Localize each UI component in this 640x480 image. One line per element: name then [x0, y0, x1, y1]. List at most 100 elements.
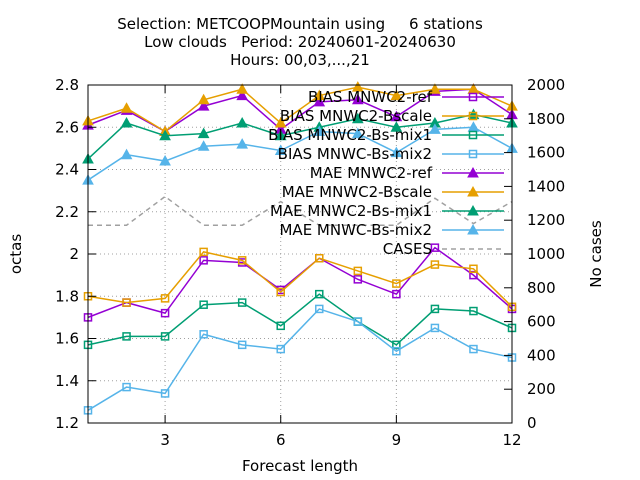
legend-label: CASES: [383, 240, 432, 258]
title-line-2: Low clouds Period: 20240601-20240630: [144, 33, 456, 51]
data-point: [315, 253, 324, 263]
data-point: [390, 146, 403, 158]
x-tick-label: 3: [160, 431, 170, 449]
series-line: [87, 293, 513, 346]
y2-tick-label: 1800: [527, 110, 565, 128]
data-point: [237, 256, 247, 265]
y-tick-label: 2: [69, 245, 79, 263]
series-line: [87, 86, 513, 133]
legend-entry: MAE MNWC2-Bs-mix1: [270, 202, 504, 220]
y2-tick-label: 1200: [527, 211, 565, 229]
legend-marker: [467, 185, 479, 197]
y-tick-label: 1.8: [55, 287, 79, 305]
data-point: [274, 144, 287, 155]
legend-label: MAE MNWC2-ref: [310, 164, 433, 182]
data-point: [122, 332, 131, 341]
data-point: [313, 89, 326, 101]
data-point: [236, 83, 249, 94]
y-tick-label: 1.2: [55, 414, 79, 432]
data-point: [159, 129, 171, 141]
data-point: [313, 125, 326, 136]
x-axis-label: Forecast length: [242, 457, 358, 475]
data-point: [122, 298, 131, 307]
data-point: [353, 275, 363, 284]
data-point: [430, 304, 440, 314]
data-point: [236, 89, 249, 101]
data-point: [353, 317, 363, 326]
series-line: [87, 308, 513, 411]
series-line: [87, 113, 513, 160]
y-tick-label: 1.6: [55, 330, 79, 348]
data-point: [237, 340, 247, 350]
legend-entry: MAE MNWC2-Bscale: [282, 183, 504, 201]
legend-label: MAE MNWC2-Bscale: [282, 183, 432, 201]
legend-marker: [467, 204, 479, 216]
y-tick-label: 1.4: [55, 372, 79, 390]
data-point: [351, 93, 364, 105]
data-point: [159, 155, 171, 166]
y2-tick-label: 1600: [527, 144, 565, 162]
data-point: [469, 344, 478, 354]
title-line-3: Hours: 00,03,...,21: [230, 51, 370, 69]
data-point: [199, 247, 208, 257]
legend-label: MAE MNWC-Bs-mix2: [279, 221, 432, 239]
data-point: [160, 294, 170, 303]
data-point: [469, 306, 478, 316]
y-tick-label: 2.2: [55, 203, 79, 221]
legend-marker: [468, 149, 478, 159]
data-point: [120, 148, 133, 160]
legend-label: BIAS MNWC2-ref: [308, 88, 433, 106]
data-point: [197, 100, 210, 111]
data-point: [392, 289, 401, 299]
legend-entry: CASES: [383, 240, 504, 258]
data-point: [315, 289, 324, 299]
series-bias-mnwc2-bscale: [83, 247, 517, 312]
chart-title: Selection: METCOOPMountain using 6 stati…: [117, 15, 483, 69]
y-tick-label: 2.4: [55, 161, 79, 179]
data-point: [120, 102, 133, 113]
title-line-1: Selection: METCOOPMountain using 6 stati…: [117, 15, 483, 33]
y2-tick-label: 600: [527, 313, 556, 331]
legend-marker: [468, 111, 478, 121]
legend-entry: BIAS MNWC2-Bs-mix1: [268, 126, 504, 144]
data-point: [237, 298, 247, 307]
data-point: [199, 300, 208, 309]
data-point: [353, 266, 363, 276]
x-tick-label: 6: [276, 431, 286, 449]
series-line: [87, 246, 513, 319]
legend-label: BIAS MNWC2-Bscale: [280, 107, 432, 125]
data-point: [236, 116, 249, 128]
axis-ticks: 1.2 1.4 1.6 1.8 2 2.2 2.4 2.6 2.8 0 200 400 600 800 10…: [55, 76, 565, 449]
data-point: [120, 116, 133, 128]
data-point: [315, 304, 324, 314]
data-point: [430, 243, 440, 252]
data-point: [199, 256, 208, 265]
data-point: [276, 287, 285, 297]
data-point: [160, 332, 170, 341]
y2-tick-label: 400: [527, 346, 556, 364]
y2-tick-label: 1000: [527, 245, 565, 263]
legend-marker: [468, 130, 478, 140]
data-point: [351, 127, 364, 139]
data-point: [276, 321, 285, 331]
data-point: [392, 346, 401, 356]
legend-entry: BIAS MNWC2-Bscale: [280, 107, 504, 125]
x-tick-label: 9: [392, 431, 402, 449]
data-point: [430, 323, 440, 333]
series-bias-mnwc2-bs-mix1: [83, 289, 517, 350]
series-bias-mnwc-bs-mix2: [83, 304, 517, 415]
data-point: [392, 279, 401, 288]
legend-entry: BIAS MNWC2-ref: [308, 88, 504, 106]
grid-lines: [88, 85, 512, 423]
y-tick-label: 2.8: [55, 76, 79, 94]
legend-marker: [467, 223, 479, 235]
data-point: [351, 112, 364, 124]
data-point: [236, 138, 249, 149]
data-point: [122, 382, 131, 392]
data-point: [197, 127, 210, 139]
y-tick-label: 2.6: [55, 118, 79, 136]
data-point: [351, 81, 364, 92]
legend-label: MAE MNWC2-Bs-mix1: [270, 202, 432, 220]
